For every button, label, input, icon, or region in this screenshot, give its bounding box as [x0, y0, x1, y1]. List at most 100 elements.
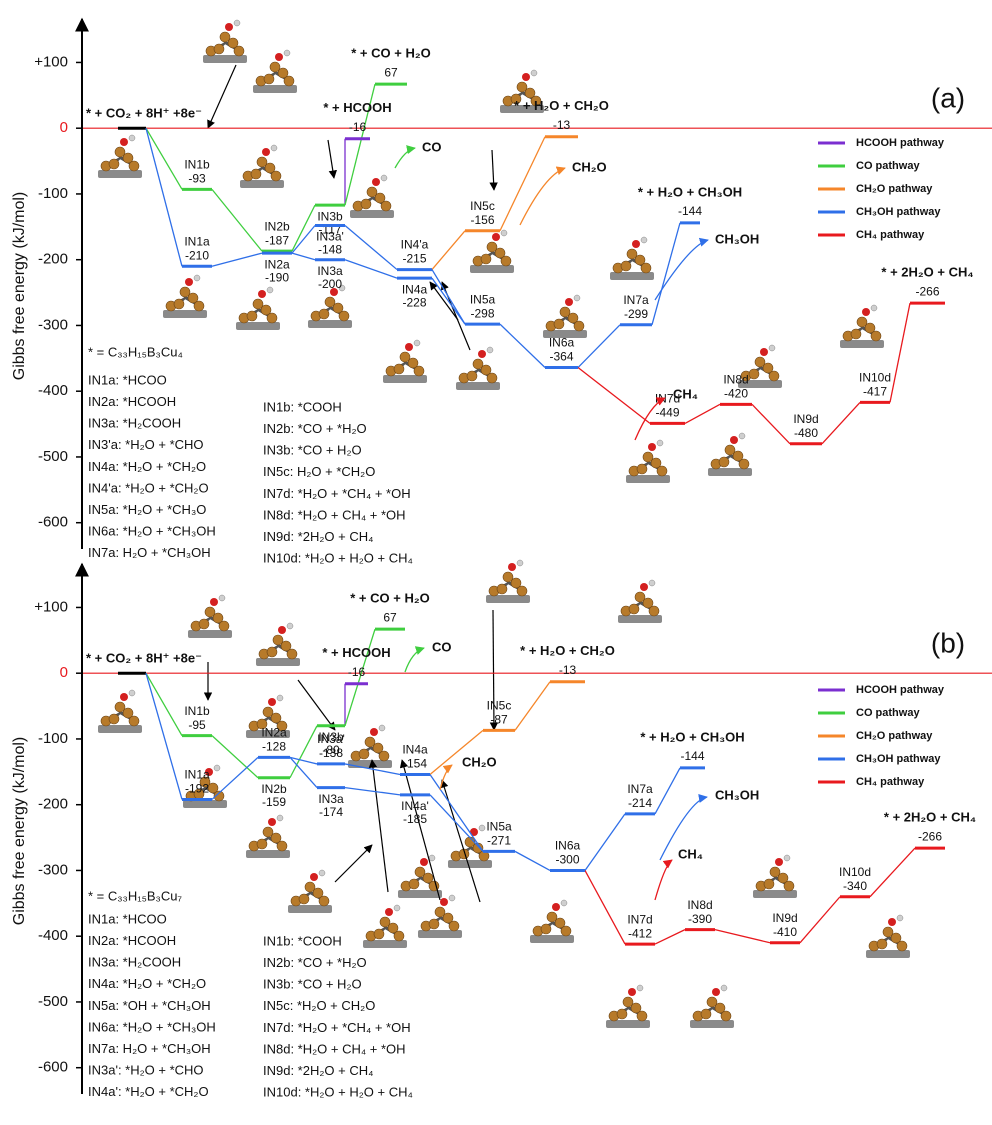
connector	[655, 930, 685, 944]
level-name: IN1b	[184, 704, 210, 718]
substrate	[288, 905, 332, 913]
cu-atom	[188, 293, 198, 303]
key-entry: IN6a: *H₂O + *CH₃OH	[88, 524, 216, 539]
pointer-arrow	[335, 845, 372, 882]
legend-label: CH₄ pathway	[856, 229, 925, 241]
molecule-illustration	[470, 230, 514, 273]
connector	[212, 189, 262, 251]
h-atom	[871, 305, 877, 311]
annotation-arrow	[520, 168, 565, 225]
y-tick-label: -200	[38, 796, 68, 813]
legend-label: CH₂O pathway	[856, 183, 933, 195]
cu-atom	[313, 888, 323, 898]
cu-atom	[568, 313, 578, 323]
level-name: IN10d	[839, 865, 871, 879]
o-atom	[888, 918, 896, 926]
cu-atom	[443, 913, 453, 923]
level-name: IN2b	[261, 782, 287, 796]
y-tick-label: -500	[38, 993, 68, 1010]
h-atom	[479, 825, 485, 831]
level-value: -266	[918, 829, 942, 843]
level-value: 67	[383, 610, 397, 624]
key-entry: IN1b: *COOH	[263, 399, 342, 414]
cu-atom	[299, 894, 309, 904]
h-atom	[394, 905, 400, 911]
y-tick-label: -400	[38, 927, 68, 944]
annotation-arrow	[655, 240, 708, 300]
cu-atom	[715, 1003, 725, 1013]
h-atom	[574, 295, 580, 301]
level-name: IN5a	[470, 292, 496, 306]
key-entry: IN7a: H₂O + *CH₃OH	[88, 545, 211, 560]
level-value: -190	[265, 270, 289, 284]
key-entry: IN5c: *H₂O + CH₂O	[263, 998, 375, 1013]
legend-label: HCOOH pathway	[856, 684, 945, 696]
level-value: -138	[319, 746, 343, 760]
h-atom	[129, 135, 135, 141]
o-atom	[372, 178, 380, 186]
h-atom	[517, 560, 523, 566]
start-label: * + CO₂ + 8H⁺ +8e⁻	[86, 106, 202, 121]
cu-atom	[555, 918, 565, 928]
h-atom	[277, 695, 283, 701]
key-entry: IN2a: *HCOOH	[88, 394, 176, 409]
connector	[500, 137, 545, 231]
cu-atom	[271, 833, 281, 843]
legend-label: CH₃OH pathway	[856, 753, 941, 765]
level-name: IN1a	[184, 768, 210, 782]
level-value: -148	[318, 243, 342, 257]
o-atom	[370, 728, 378, 736]
connector	[800, 897, 840, 943]
connector	[585, 814, 625, 871]
y-tick-label: -400	[38, 382, 68, 399]
cu-atom	[264, 74, 274, 84]
o-atom	[420, 858, 428, 866]
molecule-illustration	[690, 985, 734, 1028]
cu-atom	[261, 305, 271, 315]
key-entry: IN2b: *CO + *H₂O	[263, 421, 367, 436]
cu-atom	[511, 578, 521, 588]
o-atom	[632, 240, 640, 248]
substrate	[348, 760, 392, 768]
substrate	[308, 320, 352, 328]
molecule-illustration	[253, 50, 297, 93]
substrate	[418, 930, 462, 938]
substrate	[236, 322, 280, 330]
substrate	[866, 950, 910, 958]
substrate	[840, 340, 884, 348]
substrate	[690, 1020, 734, 1028]
molecule-illustration	[246, 815, 290, 858]
product-annotation: CH₃OH	[715, 787, 759, 802]
o-atom	[565, 298, 573, 306]
y-tick-label: -300	[38, 316, 68, 333]
key-entry: IN2a: *HCOOH	[88, 933, 176, 948]
molecule-illustration	[606, 985, 650, 1028]
key-entry: IN7d: *H₂O + *CH₄ + *OH	[263, 486, 411, 501]
molecule-illustration	[530, 900, 574, 943]
level-value: -299	[624, 307, 648, 321]
o-atom	[440, 898, 448, 906]
cu-atom	[495, 248, 505, 258]
annotation-arrow	[655, 860, 672, 900]
o-atom	[640, 583, 648, 591]
cu-atom	[629, 604, 639, 614]
product-annotation: CH₄	[673, 386, 698, 401]
level-value: 67	[384, 65, 398, 79]
y-tick-label: +100	[34, 598, 68, 615]
y-tick-label: -100	[38, 185, 68, 202]
cu-atom	[271, 713, 281, 723]
cu-atom	[375, 193, 385, 203]
h-atom	[319, 870, 325, 876]
y-axis-title: Gibbs free energy (kJ/mol)	[11, 737, 28, 926]
substrate	[203, 55, 247, 63]
cu-atom	[374, 929, 384, 939]
molecule-illustration	[383, 340, 427, 383]
substrate	[350, 210, 394, 218]
level-name: IN4a	[402, 282, 428, 296]
o-atom	[268, 698, 276, 706]
h-atom	[214, 765, 220, 771]
key-entry: IN4a: *H₂O + *CH₂O	[88, 976, 206, 991]
pointer-arrow	[372, 760, 388, 892]
o-atom	[775, 858, 783, 866]
cu-atom	[257, 839, 267, 849]
